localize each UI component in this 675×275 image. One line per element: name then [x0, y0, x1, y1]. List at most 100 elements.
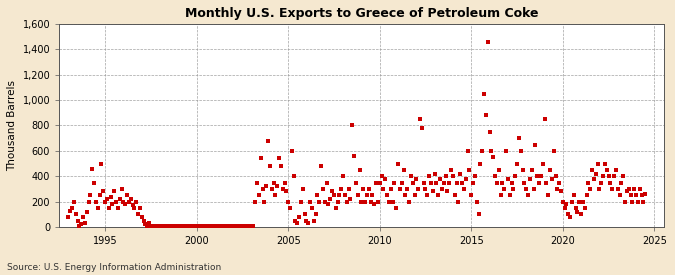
Point — [367, 193, 378, 197]
Point — [560, 206, 570, 210]
Point — [319, 199, 330, 204]
Point — [592, 161, 603, 166]
Point — [306, 206, 317, 210]
Y-axis label: Thousand Barrels: Thousand Barrels — [7, 80, 17, 171]
Point — [178, 224, 189, 229]
Point — [440, 174, 451, 178]
Point — [375, 180, 385, 185]
Point — [596, 180, 607, 185]
Point — [165, 224, 176, 229]
Point — [528, 187, 539, 191]
Point — [105, 194, 116, 199]
Point — [479, 92, 489, 96]
Point — [308, 218, 319, 223]
Point — [598, 174, 609, 178]
Point — [177, 224, 188, 229]
Point — [234, 224, 244, 229]
Point — [460, 177, 471, 181]
Point — [160, 224, 171, 229]
Point — [526, 168, 537, 172]
Point — [275, 164, 286, 168]
Point — [634, 187, 645, 191]
Point — [402, 187, 412, 191]
Point — [265, 164, 275, 168]
Point — [616, 180, 627, 185]
Point — [537, 161, 548, 166]
Point — [232, 224, 242, 229]
Point — [248, 224, 259, 229]
Point — [587, 168, 597, 172]
Text: Source: U.S. Energy Information Administration: Source: U.S. Energy Information Administ… — [7, 263, 221, 272]
Point — [332, 199, 343, 204]
Point — [362, 193, 373, 197]
Point — [206, 224, 217, 229]
Point — [438, 180, 449, 185]
Point — [151, 224, 162, 228]
Point — [283, 199, 294, 204]
Point — [406, 174, 416, 178]
Point — [78, 215, 88, 219]
Point — [612, 187, 623, 191]
Point — [349, 154, 360, 158]
Point — [301, 218, 312, 223]
Point — [524, 177, 535, 181]
Point — [510, 174, 520, 178]
Point — [400, 193, 411, 197]
Point — [224, 224, 235, 229]
Point — [129, 206, 140, 210]
Point — [230, 224, 240, 229]
Point — [304, 199, 315, 204]
Point — [497, 180, 508, 185]
Point — [363, 187, 374, 191]
Point — [489, 174, 500, 178]
Point — [378, 187, 389, 191]
Point — [83, 199, 94, 204]
Point — [246, 224, 257, 229]
Point — [383, 199, 394, 204]
Point — [614, 193, 625, 197]
Point — [495, 193, 506, 197]
Point — [429, 172, 440, 176]
Point — [473, 212, 484, 216]
Point — [119, 202, 130, 206]
Point — [342, 199, 352, 204]
Point — [396, 180, 407, 185]
Point — [186, 224, 196, 229]
Point — [515, 149, 526, 153]
Point — [583, 180, 594, 185]
Point — [352, 193, 363, 197]
Point — [312, 193, 323, 197]
Point — [470, 174, 481, 178]
Point — [358, 187, 369, 191]
Point — [360, 199, 371, 204]
Point — [435, 177, 446, 181]
Point — [124, 199, 134, 204]
Point — [609, 174, 620, 178]
Point — [70, 212, 81, 216]
Point — [126, 197, 136, 201]
Point — [572, 210, 583, 214]
Point — [532, 174, 543, 178]
Point — [213, 224, 224, 229]
Point — [622, 189, 632, 194]
Point — [261, 184, 271, 189]
Point — [257, 187, 268, 191]
Point — [155, 224, 165, 229]
Point — [446, 168, 456, 172]
Point — [113, 206, 124, 210]
Point — [190, 224, 200, 229]
Point — [298, 187, 308, 191]
Point — [629, 187, 640, 191]
Point — [427, 189, 438, 194]
Point — [294, 215, 304, 219]
Point — [142, 224, 153, 228]
Point — [411, 177, 422, 181]
Point — [138, 218, 149, 223]
Point — [376, 174, 387, 178]
Point — [444, 180, 455, 185]
Point — [431, 180, 442, 185]
Point — [517, 168, 528, 172]
Point — [266, 187, 277, 191]
Point — [219, 224, 230, 229]
Point — [336, 187, 347, 191]
